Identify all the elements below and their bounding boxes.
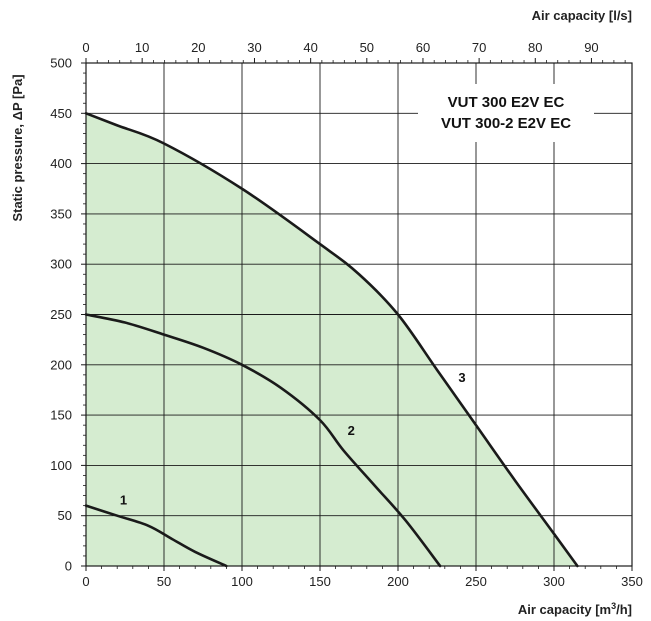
x2-axis-title: Air capacity [l/s] <box>532 8 632 23</box>
y-tick-label: 50 <box>58 508 72 523</box>
y-tick-label: 500 <box>50 56 72 71</box>
y-tick-label: 200 <box>50 357 72 372</box>
x2-tick-label: 50 <box>360 40 374 55</box>
y-tick-label: 300 <box>50 257 72 272</box>
x-tick-label: 300 <box>543 574 565 589</box>
curve-1 <box>84 504 228 568</box>
x-tick-label: 50 <box>157 574 171 589</box>
y-tick-label: 450 <box>50 106 72 121</box>
x-tick-label: 100 <box>231 574 253 589</box>
curves: 1 2 3 <box>84 112 579 568</box>
x-tick-label: 150 <box>309 574 331 589</box>
x-tick-label: 200 <box>387 574 409 589</box>
y-axis-ticks: 0 50 100 150 200 250 300 350 400 450 500 <box>50 56 86 574</box>
x2-tick-label: 20 <box>191 40 205 55</box>
y-tick-label: 100 <box>50 458 72 473</box>
x-axis-ticks: 0 50 100 150 200 250 300 350 <box>82 566 643 589</box>
curve-2 <box>84 313 442 568</box>
y-tick-label: 250 <box>50 307 72 322</box>
y-axis-title: Static pressure, ΔP [Pa] <box>10 74 25 221</box>
x2-tick-label: 0 <box>82 40 89 55</box>
curve-label-3: 3 <box>458 370 465 385</box>
model-box <box>418 84 594 142</box>
x-tick-label: 350 <box>621 574 643 589</box>
y-tick-label: 150 <box>50 408 72 423</box>
operating-area <box>86 113 578 567</box>
y-tick-label: 400 <box>50 156 72 171</box>
x2-tick-label: 40 <box>303 40 317 55</box>
x2-tick-label: 90 <box>584 40 598 55</box>
x-axis-title: Air capacity [m3/h] <box>518 601 632 617</box>
x-tick-label: 250 <box>465 574 487 589</box>
x-tick-label: 0 <box>82 574 89 589</box>
model-name-1: VUT 300 E2V EC <box>448 94 565 111</box>
x2-tick-label: 60 <box>416 40 430 55</box>
curve-label-1: 1 <box>120 493 127 508</box>
x2-tick-label: 80 <box>528 40 542 55</box>
x2-tick-label: 10 <box>135 40 149 55</box>
curve-label-2: 2 <box>348 423 355 438</box>
x2-tick-label: 30 <box>247 40 261 55</box>
curve-3 <box>84 112 579 568</box>
x2-axis-ticks: 0 10 20 30 40 50 60 70 80 90 <box>82 40 626 63</box>
x2-tick-label: 70 <box>472 40 486 55</box>
model-name-2: VUT 300-2 E2V EC <box>441 115 571 132</box>
y-tick-label: 0 <box>65 559 72 574</box>
y-tick-label: 350 <box>50 206 72 221</box>
